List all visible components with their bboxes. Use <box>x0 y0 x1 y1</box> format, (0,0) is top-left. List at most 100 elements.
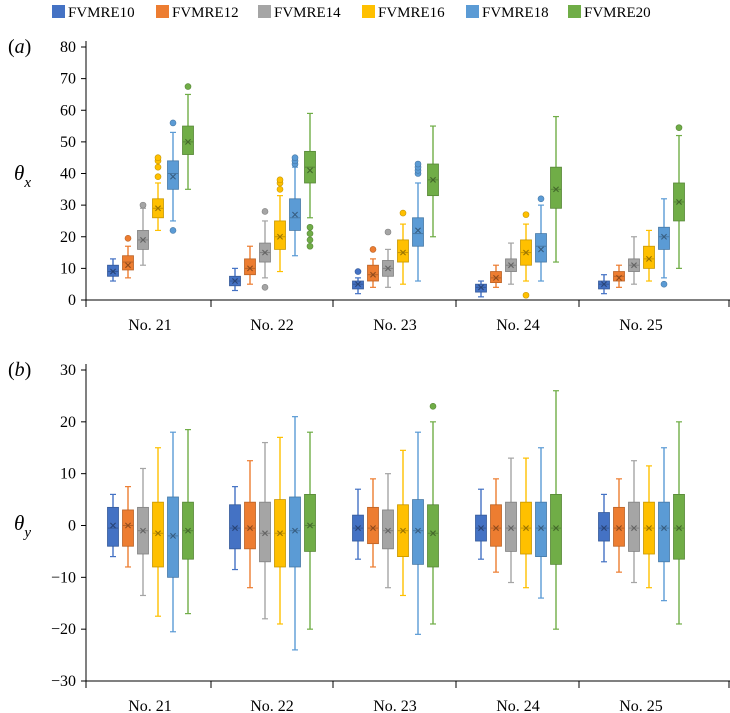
x-category-label: No. 24 <box>496 317 540 334</box>
y-tick-label: 0 <box>68 518 76 535</box>
x-category-label: No. 25 <box>619 698 663 713</box>
mean-marker <box>277 530 283 537</box>
box-FVMRE16-No25 <box>643 465 655 589</box>
box-FVMRE16-No25 <box>643 229 655 282</box>
box-FVMRE12-No24 <box>490 264 502 288</box>
mean-marker <box>631 262 637 269</box>
box-body <box>397 239 409 263</box>
legend-label: FVMRE10 <box>68 5 135 21</box>
box-body <box>167 160 179 190</box>
box-FVMRE14-No21 <box>137 201 149 266</box>
outlier-point <box>399 209 407 217</box>
x-category-label: No. 22 <box>250 317 294 334</box>
box-FVMRE14-No25 <box>628 460 640 584</box>
mean-marker <box>125 522 131 529</box>
legend-label: FVMRE12 <box>172 5 239 21</box>
box-FVMRE16-No21 <box>152 154 164 232</box>
panel-label: (b) <box>8 359 31 381</box>
box-body <box>628 501 640 552</box>
box-body <box>412 217 424 247</box>
outlier-point <box>675 124 683 131</box>
mean-marker <box>676 525 682 532</box>
legend-swatch <box>156 5 169 18</box>
outlier-point <box>354 268 362 275</box>
box-FVMRE14-No22 <box>259 208 271 291</box>
outlier-point <box>124 235 132 242</box>
box-body <box>535 501 547 557</box>
outlier-point <box>291 154 299 161</box>
box-body <box>475 283 487 293</box>
mean-marker <box>478 525 484 532</box>
mean-marker <box>170 532 176 539</box>
legend-label: FVMRE16 <box>378 5 445 21</box>
mean-marker <box>355 281 361 288</box>
mean-marker <box>601 281 607 288</box>
y-tick-label: −20 <box>51 621 76 638</box>
box-FVMRE10-No23 <box>352 268 364 295</box>
outlier-point <box>139 201 147 209</box>
mean-marker <box>232 278 238 285</box>
box-FVMRE12-No23 <box>367 246 379 288</box>
mean-marker <box>508 525 514 532</box>
y-tick-label: 30 <box>60 197 76 214</box>
box-body <box>244 501 256 550</box>
box-FVMRE14-No23 <box>382 228 394 288</box>
y-tick-label: −10 <box>51 569 76 586</box>
outlier-point <box>522 291 530 299</box>
box-FVMRE14-No24 <box>505 242 517 285</box>
box-FVMRE18-No23 <box>412 160 424 282</box>
mean-marker <box>307 522 313 529</box>
box-body <box>550 493 562 565</box>
box-body <box>505 501 517 552</box>
mean-marker <box>355 525 361 532</box>
mean-marker <box>661 233 667 240</box>
box-FVMRE12-No21 <box>122 486 134 568</box>
box-FVMRE10-No23 <box>352 488 364 560</box>
outlier-point <box>414 160 422 168</box>
box-FVMRE18-No25 <box>658 447 670 602</box>
y-tick-label: 80 <box>60 39 76 56</box>
box-FVMRE12-No22 <box>244 245 256 285</box>
box-FVMRE20-No23 <box>427 402 439 625</box>
box-FVMRE16-No22 <box>274 436 286 625</box>
mean-marker <box>676 198 682 205</box>
outlier-point <box>261 208 269 215</box>
box-FVMRE20-No23 <box>427 125 439 238</box>
box-body <box>352 280 364 290</box>
mean-marker <box>430 530 436 537</box>
mean-marker <box>385 265 391 272</box>
box-FVMRE10-No21 <box>107 493 119 558</box>
box-body <box>598 512 610 542</box>
box-body <box>367 506 379 545</box>
box-body <box>289 496 301 568</box>
mean-marker <box>646 525 652 532</box>
box-body <box>658 501 670 563</box>
box-FVMRE16-No24 <box>520 211 532 299</box>
outlier-point <box>276 176 284 184</box>
mean-marker <box>601 525 607 532</box>
box-FVMRE16-No24 <box>520 457 532 589</box>
outlier-point <box>306 242 314 250</box>
mean-marker <box>400 527 406 534</box>
mean-marker <box>553 525 559 532</box>
outlier-point <box>261 284 269 291</box>
y-tick-label: 30 <box>60 362 76 379</box>
panel-b: (b) θy −30 −20 −10 0 10 20 30 No. 21 No. 22 No. 23 N… <box>8 359 730 713</box>
mean-marker <box>430 176 436 183</box>
mean-marker <box>110 522 116 529</box>
x-category-label: No. 24 <box>496 698 540 713</box>
outlier-point <box>154 154 162 161</box>
mean-marker <box>262 530 268 537</box>
box-FVMRE10-No25 <box>598 493 610 563</box>
box-body <box>490 271 502 284</box>
mean-marker <box>616 525 622 532</box>
x-category-label: No. 25 <box>619 317 663 334</box>
mean-marker <box>370 525 376 532</box>
box-FVMRE20-No22 <box>304 431 316 630</box>
box-body <box>382 509 394 550</box>
box-FVMRE18-No24 <box>535 447 547 599</box>
box-body <box>122 509 134 547</box>
box-body <box>412 499 424 565</box>
mean-marker <box>553 186 559 193</box>
